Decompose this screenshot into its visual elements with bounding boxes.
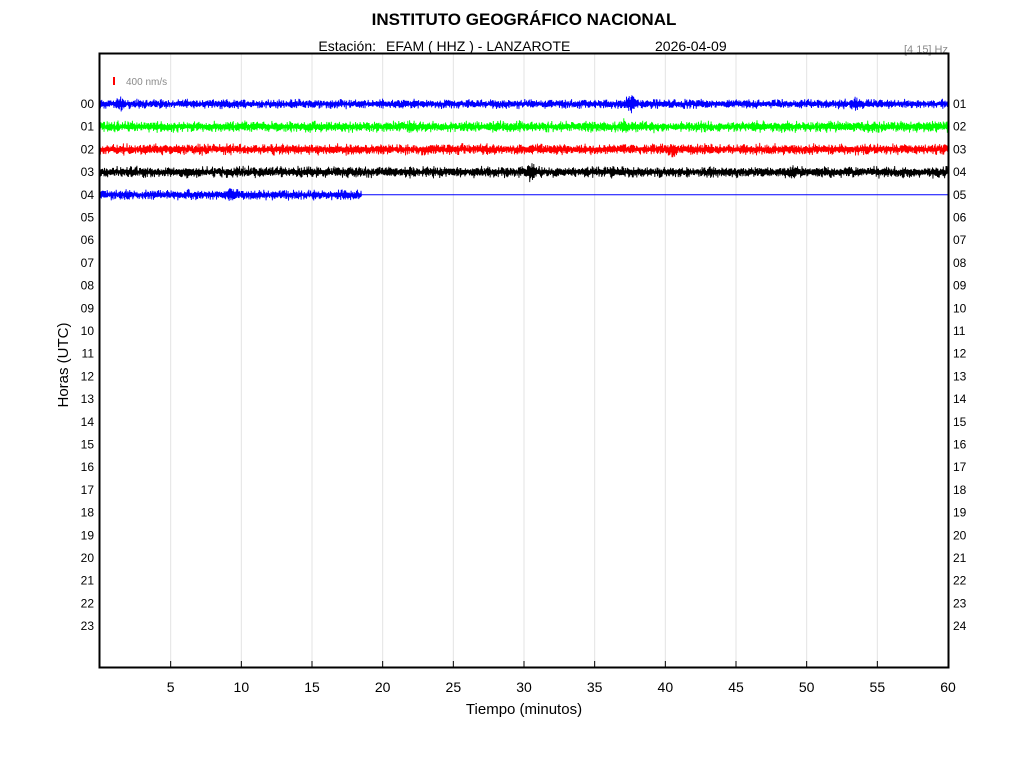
trace-hour-1 (99, 118, 949, 134)
hour-label-left: 15 (81, 438, 95, 452)
hour-label-left: 14 (81, 415, 95, 429)
x-tick-label: 10 (234, 679, 250, 695)
hour-label-right: 03 (953, 142, 967, 156)
hour-label-right: 05 (953, 188, 967, 202)
scale-bar (113, 77, 115, 85)
station-name: EFAM ( HHZ ) - LANZAROTE (386, 38, 570, 54)
trace-hour-3 (99, 163, 949, 183)
plot-frame (98, 52, 950, 669)
scale-label: 400 nm/s (126, 77, 167, 88)
station-label: Estación: (318, 38, 376, 54)
hour-label-left: 21 (81, 574, 95, 588)
hour-label-left: 01 (81, 120, 95, 134)
hour-label-left: 11 (82, 347, 95, 361)
x-tick-label: 40 (658, 679, 674, 695)
x-tick-label: 5 (167, 679, 175, 695)
x-tick-label: 15 (304, 679, 320, 695)
hour-label-left: 03 (81, 165, 95, 179)
x-tick-label: 20 (375, 679, 391, 695)
record-date: 2026-04-09 (655, 38, 727, 54)
hour-label-left: 00 (81, 97, 95, 111)
hour-label-left: 02 (81, 142, 95, 156)
hour-label-right: 22 (953, 574, 967, 588)
x-tick-label: 45 (728, 679, 744, 695)
hour-label-left: 05 (81, 211, 95, 225)
hour-label-left: 20 (81, 551, 95, 565)
hour-label-right: 12 (953, 347, 967, 361)
hour-label-left: 04 (81, 188, 95, 202)
hour-label-right: 24 (953, 619, 967, 633)
hour-label-left: 19 (81, 528, 95, 542)
x-tick-label: 50 (799, 679, 815, 695)
x-axis-ticks: 5 10 15 20 25 30 35 40 45 50 55 60 (167, 661, 956, 695)
hour-label-right: 15 (953, 415, 967, 429)
grid-lines (170, 54, 878, 667)
hour-label-left: 17 (81, 483, 95, 497)
hour-label-right: 23 (953, 596, 967, 610)
chart-title: INSTITUTO GEOGRÁFICO NACIONAL (372, 10, 677, 29)
seismic-traces (99, 95, 949, 201)
y-axis-label: Horas (UTC) (55, 322, 72, 407)
x-tick-label: 25 (446, 679, 462, 695)
hour-labels: 00 01 02 03 04 05 06 07 08 09 10 11 12 13 14 15 16 17 18 19… (81, 97, 967, 633)
hour-label-right: 17 (953, 460, 967, 474)
x-tick-label: 60 (940, 679, 956, 695)
x-tick-label: 55 (870, 679, 886, 695)
hour-label-right: 02 (953, 120, 967, 134)
hour-label-left: 09 (81, 301, 95, 315)
hour-label-right: 08 (953, 256, 967, 270)
hour-label-left: 10 (81, 324, 95, 338)
hour-label-right: 20 (953, 528, 967, 542)
hour-label-right: 13 (953, 369, 967, 383)
hour-label-right: 06 (953, 211, 967, 225)
x-axis-label: Tiempo (minutos) (466, 701, 582, 718)
hour-label-left: 13 (81, 392, 95, 406)
hour-label-left: 07 (81, 256, 95, 270)
hour-label-right: 19 (953, 506, 967, 520)
x-tick-label: 30 (516, 679, 532, 695)
x-tick-label: 35 (587, 679, 603, 695)
hour-label-left: 23 (81, 619, 95, 633)
hour-label-right: 07 (953, 233, 967, 247)
hour-label-left: 12 (81, 369, 95, 383)
hour-label-left: 16 (81, 460, 95, 474)
hour-label-right: 04 (953, 165, 967, 179)
hour-label-left: 08 (81, 279, 95, 293)
hour-label-right: 11 (953, 324, 966, 338)
hour-label-right: 16 (953, 438, 967, 452)
hour-label-right: 14 (953, 392, 967, 406)
trace-hour-4 (99, 188, 362, 201)
hour-label-left: 18 (81, 506, 95, 520)
hour-label-left: 06 (81, 233, 95, 247)
hour-label-right: 01 (953, 97, 967, 111)
hour-label-right: 18 (953, 483, 967, 497)
hour-label-right: 09 (953, 279, 967, 293)
trace-hour-2 (99, 142, 949, 158)
hour-label-right: 21 (953, 551, 967, 565)
trace-hour-0 (99, 95, 949, 114)
hour-label-left: 22 (81, 596, 95, 610)
hour-label-right: 10 (953, 301, 967, 315)
